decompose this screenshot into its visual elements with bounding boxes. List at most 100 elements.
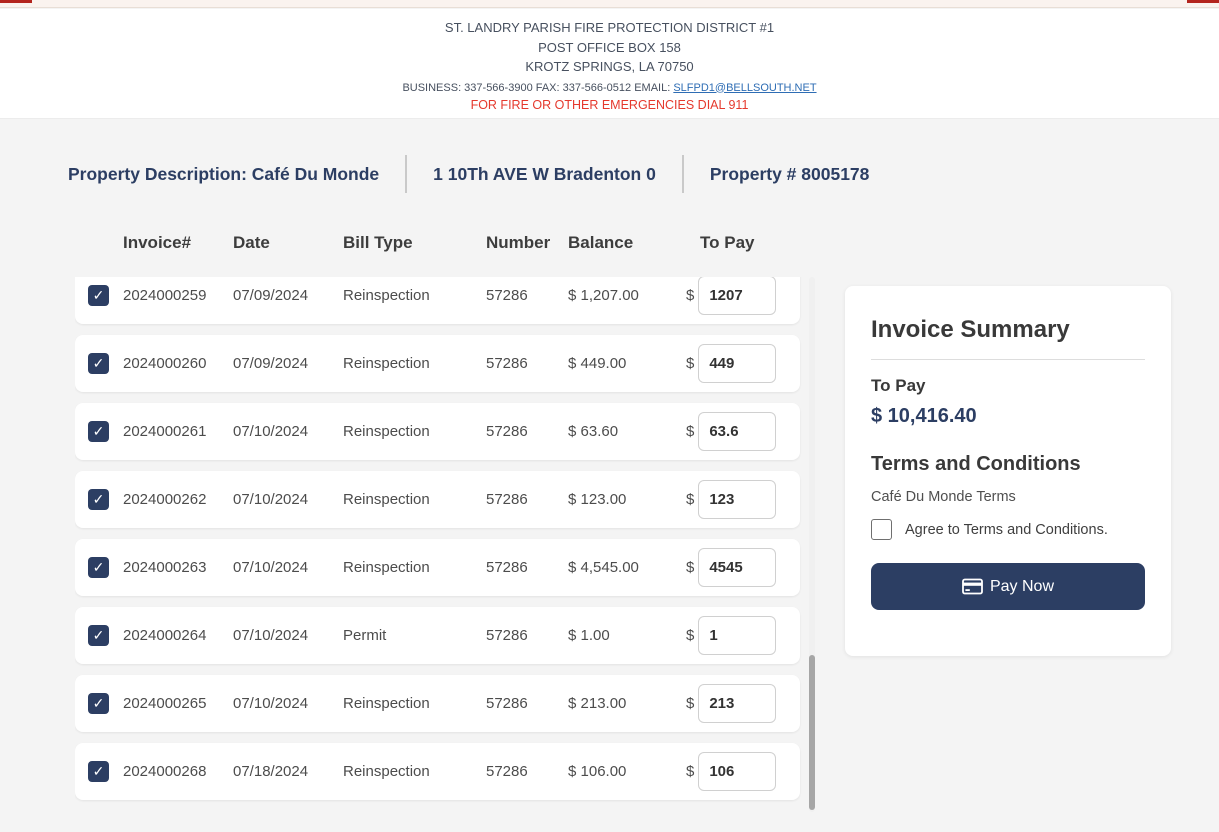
- header-date: Date: [233, 233, 270, 252]
- row-checkbox[interactable]: ✓: [88, 693, 109, 714]
- to-pay-input[interactable]: [698, 616, 777, 655]
- row-invoice-number: 2024000264: [123, 627, 207, 644]
- row-balance: $ 63.60: [568, 423, 619, 440]
- row-balance: $ 1,207.00: [568, 287, 639, 304]
- letterhead: ST. LANDRY PARISH FIRE PROTECTION DISTRI…: [0, 9, 1219, 119]
- summary-title: Invoice Summary: [871, 316, 1070, 343]
- header-to-pay: To Pay: [700, 233, 755, 252]
- row-date: 07/10/2024: [233, 491, 309, 508]
- dollar-sign: $: [686, 559, 695, 576]
- row-bill-type: Reinspection: [343, 559, 430, 576]
- row-bill-type: Permit: [343, 627, 387, 644]
- invoice-row: ✓ 2024000259 07/09/2024 Reinspection 572…: [75, 277, 800, 324]
- row-bill-type: Reinspection: [343, 423, 430, 440]
- divider: [405, 155, 408, 193]
- row-bill-type: Reinspection: [343, 491, 430, 508]
- row-number: 57286: [486, 695, 528, 712]
- row-checkbox[interactable]: ✓: [88, 557, 109, 578]
- row-checkbox[interactable]: ✓: [88, 489, 109, 510]
- dollar-sign: $: [686, 695, 695, 712]
- row-balance: $ 213.00: [568, 695, 627, 712]
- emergency-line: FOR FIRE OR OTHER EMERGENCIES DIAL 911: [470, 97, 749, 112]
- row-invoice-number: 2024000268: [123, 763, 207, 780]
- invoice-row: ✓ 2024000264 07/10/2024 Permit 57286 $ 1…: [75, 607, 800, 664]
- invoice-table-scroll-area[interactable]: ✓ 2024000259 07/09/2024 Reinspection 572…: [75, 277, 815, 812]
- row-date: 07/10/2024: [233, 423, 309, 440]
- header-invoice: Invoice#: [123, 233, 192, 252]
- row-invoice-number: 2024000259: [123, 287, 207, 304]
- row-balance: $ 4,545.00: [568, 559, 639, 576]
- row-number: 57286: [486, 763, 528, 780]
- row-checkbox[interactable]: ✓: [88, 285, 109, 306]
- org-name: ST. LANDRY PARISH FIRE PROTECTION DISTRI…: [444, 20, 775, 35]
- row-bill-type: Reinspection: [343, 695, 430, 712]
- row-invoice-number: 2024000261: [123, 423, 207, 440]
- to-pay-input[interactable]: [698, 480, 777, 519]
- city-line: KROTZ SPRINGS, LA 70750: [525, 59, 694, 74]
- row-invoice-number: 2024000260: [123, 355, 207, 372]
- dollar-sign: $: [686, 491, 695, 508]
- property-strip: Property Description: Café Du Monde 1 10…: [68, 155, 869, 193]
- row-number: 57286: [486, 423, 528, 440]
- header-balance: Balance: [568, 233, 634, 252]
- invoice-row: ✓ 2024000260 07/09/2024 Reinspection 572…: [75, 335, 800, 392]
- agree-checkbox[interactable]: [871, 519, 892, 540]
- summary-to-pay-amount: $ 10,416.40: [871, 405, 977, 427]
- row-number: 57286: [486, 627, 528, 644]
- row-invoice-number: 2024000262: [123, 491, 207, 508]
- row-invoice-number: 2024000265: [123, 695, 207, 712]
- email-link[interactable]: SLFPD1@BELLSOUTH.NET: [673, 81, 817, 94]
- row-number: 57286: [486, 355, 528, 372]
- terms-title: Terms and Conditions: [871, 453, 1081, 475]
- row-balance: $ 1.00: [568, 627, 610, 644]
- pay-now-button[interactable]: Pay Now: [871, 563, 1145, 610]
- row-checkbox[interactable]: ✓: [88, 625, 109, 646]
- property-description: Property Description: Café Du Monde: [68, 163, 380, 184]
- invoice-list: ✓ 2024000259 07/09/2024 Reinspection 572…: [75, 277, 800, 800]
- invoice-row: ✓ 2024000263 07/10/2024 Reinspection 572…: [75, 539, 800, 596]
- row-date: 07/09/2024: [233, 287, 309, 304]
- agree-row: Agree to Terms and Conditions.: [871, 519, 1145, 540]
- pay-now-label: Pay Now: [989, 577, 1055, 595]
- row-checkbox[interactable]: ✓: [88, 761, 109, 782]
- top-accent-right: [1187, 0, 1219, 3]
- po-box-line: POST OFFICE BOX 158: [538, 39, 681, 55]
- credit-card-icon: [962, 578, 983, 595]
- contact-prefix: BUSINESS: 337-566-3900 FAX: 337-566-0512…: [402, 81, 674, 94]
- row-date: 07/10/2024: [233, 627, 309, 644]
- property-number: Property # 8005178: [709, 163, 870, 184]
- summary-to-pay-label: To Pay: [871, 376, 926, 395]
- agree-label: Agree to Terms and Conditions.: [905, 521, 1108, 538]
- row-number: 57286: [486, 287, 528, 304]
- row-number: 57286: [486, 559, 528, 576]
- header-bill-type: Bill Type: [343, 233, 413, 252]
- table-scrollbar-track[interactable]: [809, 277, 815, 812]
- to-pay-input[interactable]: [698, 277, 777, 315]
- invoice-row: ✓ 2024000268 07/18/2024 Reinspection 572…: [75, 743, 800, 800]
- to-pay-input[interactable]: [698, 752, 777, 791]
- row-balance: $ 106.00: [568, 763, 627, 780]
- dollar-sign: $: [686, 627, 695, 644]
- row-bill-type: Reinspection: [343, 355, 430, 372]
- divider: [681, 155, 684, 193]
- row-checkbox[interactable]: ✓: [88, 353, 109, 374]
- dollar-sign: $: [686, 763, 695, 780]
- row-bill-type: Reinspection: [343, 763, 430, 780]
- dollar-sign: $: [686, 355, 695, 372]
- row-date: 07/10/2024: [233, 695, 309, 712]
- invoice-summary-panel: Invoice Summary To Pay $ 10,416.40 Terms…: [845, 286, 1171, 656]
- to-pay-input[interactable]: [698, 344, 777, 383]
- row-date: 07/10/2024: [233, 559, 309, 576]
- property-address: 1 10Th AVE W Bradenton 0: [433, 163, 656, 184]
- dollar-sign: $: [686, 423, 695, 440]
- row-checkbox[interactable]: ✓: [88, 421, 109, 442]
- table-scrollbar-thumb[interactable]: [809, 655, 815, 810]
- to-pay-input[interactable]: [698, 548, 777, 587]
- to-pay-input[interactable]: [698, 684, 777, 723]
- row-invoice-number: 2024000263: [123, 559, 207, 576]
- to-pay-input[interactable]: [698, 412, 777, 451]
- header-number: Number: [486, 233, 551, 252]
- contact-line: BUSINESS: 337-566-3900 FAX: 337-566-0512…: [0, 80, 1219, 96]
- row-balance: $ 449.00: [568, 355, 627, 372]
- row-number: 57286: [486, 491, 528, 508]
